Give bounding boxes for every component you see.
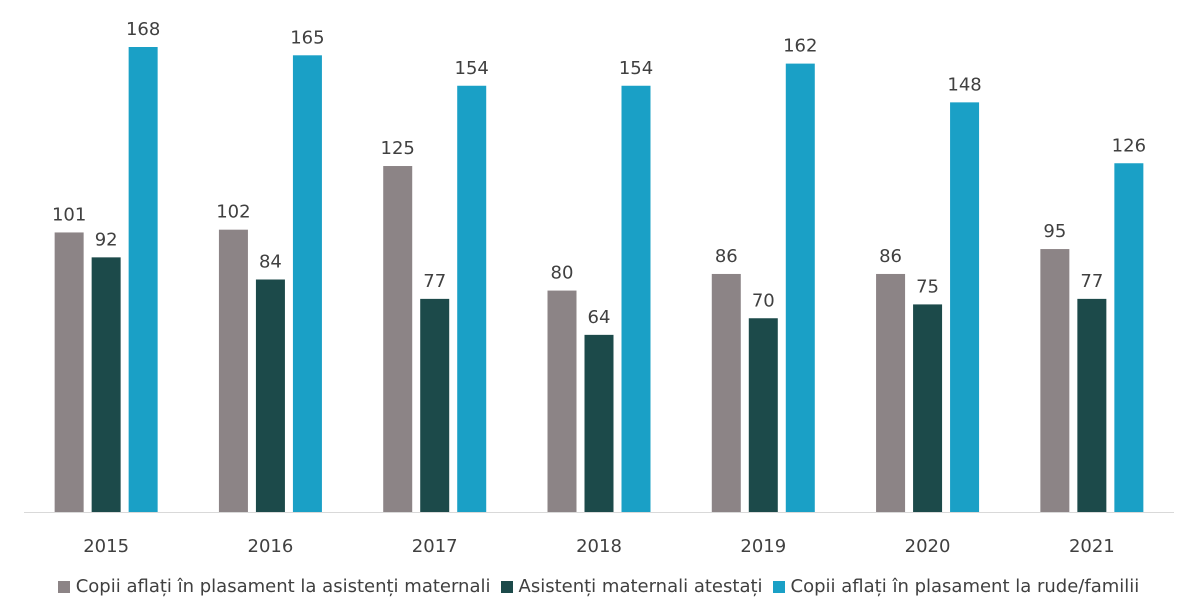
bar-series-2-2018 xyxy=(584,334,614,512)
data-label-series-2-2018: 64 xyxy=(588,307,611,328)
legend-item-series-2: Asistenți maternali atestați xyxy=(500,576,763,597)
bar-series-3-2017 xyxy=(457,85,487,512)
data-label-series-3-2016: 165 xyxy=(290,27,324,48)
bar-series-3-2016 xyxy=(292,55,322,513)
data-label-series-3-2020: 148 xyxy=(947,74,981,95)
data-label-series-2-2020: 75 xyxy=(916,276,939,297)
bar-series-3-2019 xyxy=(785,63,815,512)
bar-series-1-2016 xyxy=(218,229,248,512)
data-label-series-1-2019: 86 xyxy=(715,246,738,267)
x-tick-label-2020: 2020 xyxy=(905,536,951,557)
bar-series-3-2021 xyxy=(1114,163,1144,512)
bar-series-2-2016 xyxy=(255,279,285,512)
data-label-series-2-2016: 84 xyxy=(259,252,282,273)
bar-chart: 101 92 168 2015 102 84 165 2016 125 77 154 2017 80 64… xyxy=(24,19,1174,557)
data-label-series-3-2017: 154 xyxy=(455,58,489,79)
data-label-series-1-2021: 95 xyxy=(1043,221,1066,242)
x-tick-label-2018: 2018 xyxy=(576,536,622,557)
x-tick-label-2016: 2016 xyxy=(248,536,294,557)
bar-series-1-2018 xyxy=(547,290,577,512)
legend-label-series-2: Asistenți maternali atestați xyxy=(518,576,763,597)
x-tick-label-2019: 2019 xyxy=(740,536,786,557)
bar-series-3-2015 xyxy=(128,47,158,512)
bar-series-1-2019 xyxy=(711,273,741,512)
legend-label-series-3: Copii aflați în plasament la rude/famili… xyxy=(790,576,1140,597)
data-label-series-3-2021: 126 xyxy=(1112,135,1146,156)
bar-series-2-2019 xyxy=(748,318,778,512)
x-tick-label-2015: 2015 xyxy=(83,536,129,557)
bar-series-2-2021 xyxy=(1077,298,1107,512)
bar-series-3-2018 xyxy=(621,85,651,512)
bar-series-2-2020 xyxy=(913,304,943,512)
legend-swatch-series-2 xyxy=(500,580,513,593)
x-tick-label-2017: 2017 xyxy=(412,536,458,557)
bar-series-2-2017 xyxy=(420,298,450,512)
data-label-series-1-2017: 125 xyxy=(381,138,415,159)
bar-series-1-2021 xyxy=(1040,249,1070,512)
bar-series-1-2015 xyxy=(54,232,84,513)
data-label-series-1-2016: 102 xyxy=(216,202,250,223)
data-label-series-1-2020: 86 xyxy=(879,246,902,267)
x-tick-label-2021: 2021 xyxy=(1069,536,1115,557)
chart-legend: Copii aflați în plasament la asistenți m… xyxy=(0,576,1197,597)
legend-label-series-1: Copii aflați în plasament la asistenți m… xyxy=(75,576,491,597)
data-label-series-3-2018: 154 xyxy=(619,58,653,79)
data-label-series-3-2019: 162 xyxy=(783,36,817,57)
bar-series-3-2020 xyxy=(950,102,980,512)
data-label-series-2-2021: 77 xyxy=(1080,271,1103,292)
data-label-series-3-2015: 168 xyxy=(126,19,160,40)
bar-series-1-2017 xyxy=(383,166,413,512)
bar-series-2-2015 xyxy=(91,257,121,512)
legend-swatch-series-1 xyxy=(57,580,70,593)
data-label-series-2-2019: 70 xyxy=(752,290,775,311)
legend-item-series-1: Copii aflați în plasament la asistenți m… xyxy=(57,576,491,597)
data-label-series-1-2018: 80 xyxy=(551,263,574,284)
data-label-series-2-2017: 77 xyxy=(423,271,446,292)
data-label-series-2-2015: 92 xyxy=(95,229,118,250)
legend-item-series-3: Copii aflați în plasament la rude/famili… xyxy=(772,576,1140,597)
bar-series-1-2020 xyxy=(876,273,906,512)
data-label-series-1-2015: 101 xyxy=(52,204,86,225)
legend-swatch-series-3 xyxy=(772,580,785,593)
